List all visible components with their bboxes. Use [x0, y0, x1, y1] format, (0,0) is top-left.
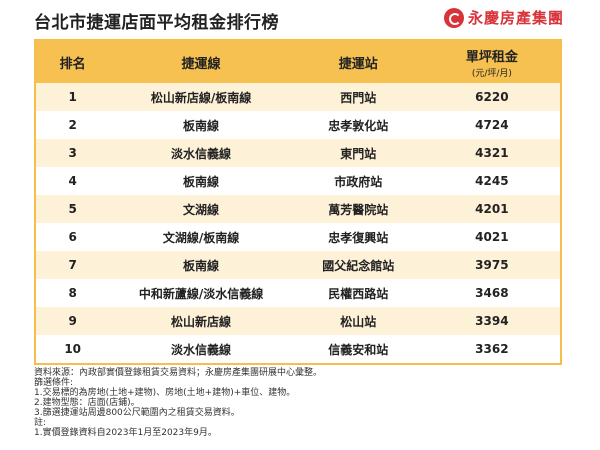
yungching-logo-icon: [443, 7, 464, 28]
table-row: 10 淡水信義線 信義安和站 3362: [36, 335, 560, 363]
rent-cell: 3975: [475, 258, 509, 272]
rent-cell: 3394: [475, 314, 509, 328]
header: 台北市捷運店面平均租金排行榜 永慶房產集團: [0, 0, 600, 36]
column-header-rent-unit: (元/坪/月): [471, 68, 512, 79]
table-row: 3 淡水信義線 東門站 4321: [36, 139, 560, 167]
rank-cell: 9: [68, 314, 77, 328]
table-row: 2 板南線 忠孝敦化站 4724: [36, 111, 560, 139]
line-cell: 文湖線/板南線: [162, 230, 240, 245]
footnote-line: 3.篩選捷運站周邊800公尺範圍內之租賃交易資料。: [34, 408, 240, 418]
rank-cell: 10: [64, 342, 82, 356]
rent-cell: 4201: [475, 202, 509, 216]
line-cell: 板南線: [183, 118, 220, 133]
rank-cell: 7: [68, 258, 77, 272]
line-cell: 松山新店線/板南線: [150, 90, 252, 105]
table-header-row: 排名 捷運線 捷運站 單坪租金 (元/坪/月): [36, 41, 560, 83]
table-row: 9 松山新店線 松山站 3394: [36, 307, 560, 335]
brand-name: 永慶房產集團: [467, 9, 564, 27]
column-header-line: 捷運線: [181, 56, 221, 72]
line-cell: 淡水信義線: [171, 342, 232, 357]
station-cell: 忠孝復興站: [328, 230, 389, 245]
footnote-line: 1.實價登錄資料自2023年1月至2023年9月。: [34, 428, 217, 438]
footnote-line: 註:: [34, 418, 47, 428]
table-row: 8 中和新蘆線/淡水信義線 民權西路站 3468: [36, 279, 560, 307]
table-row: 5 文湖線 萬芳醫院站 4201: [36, 195, 560, 223]
line-cell: 淡水信義線: [171, 146, 232, 161]
station-cell: 忠孝敦化站: [328, 118, 389, 133]
line-cell: 板南線: [183, 258, 220, 273]
table-row: 6 文湖線/板南線 忠孝復興站 4021: [36, 223, 560, 251]
footnote-line: 篩選條件:: [34, 378, 74, 388]
rent-cell: 3468: [475, 286, 509, 300]
line-cell: 文湖線: [183, 202, 220, 217]
rent-cell: 3362: [475, 342, 509, 356]
column-header-rank: 排名: [59, 56, 86, 72]
footnote-line: 1.交易標的為房地(土地+建物)、房地(土地+建物)+車位、建物。: [34, 388, 296, 398]
table-row: 4 板南線 市政府站 4245: [36, 167, 560, 195]
station-cell: 萬芳醫院站: [328, 202, 389, 217]
rank-cell: 5: [68, 202, 77, 216]
station-cell: 西門站: [340, 90, 377, 105]
rent-ranking-table: 排名 捷運線 捷運站 單坪租金 (元/坪/月) 1 松山新店線/板南線 西門站 622…: [34, 39, 562, 365]
line-cell: 板南線: [183, 174, 220, 189]
station-cell: 國父紀念館站: [322, 258, 395, 273]
rank-cell: 2: [68, 118, 77, 132]
rank-cell: 3: [68, 146, 77, 160]
footnote-line: 資料來源：內政部實價登錄租賃交易資料；永慶房產集團研展中心彙整。: [34, 368, 323, 378]
rent-cell: 4245: [475, 174, 509, 188]
rank-cell: 1: [68, 90, 77, 104]
footnotes: 資料來源：內政部實價登錄租賃交易資料；永慶房產集團研展中心彙整。 篩選條件: 1.交…: [34, 368, 574, 438]
rank-cell: 8: [68, 286, 77, 300]
line-cell: 中和新蘆線/淡水信義線: [138, 286, 264, 301]
brand: 永慶房產集團: [443, 7, 564, 28]
station-cell: 信義安和站: [328, 342, 389, 357]
table-row: 1 松山新店線/板南線 西門站 6220: [36, 83, 560, 111]
column-header-rent-label: 單坪租金: [465, 49, 518, 65]
rent-cell: 6220: [475, 90, 509, 104]
line-cell: 松山新店線: [171, 314, 232, 329]
column-header-station: 捷運站: [338, 56, 378, 72]
station-cell: 民權西路站: [328, 286, 389, 301]
rent-cell: 4724: [475, 118, 509, 132]
footnote-line: 2.建物型態：店面(店鋪)。: [34, 398, 140, 408]
station-cell: 松山站: [340, 314, 377, 329]
rent-cell: 4021: [475, 230, 509, 244]
table: 排名 捷運線 捷運站 單坪租金 (元/坪/月) 1 松山新店線/板南線 西門站 622…: [36, 41, 560, 363]
column-header-rent: 單坪租金 (元/坪/月): [424, 41, 560, 83]
table-row: 7 板南線 國父紀念館站 3975: [36, 251, 560, 279]
rank-cell: 4: [68, 174, 77, 188]
rent-cell: 4321: [475, 146, 509, 160]
table-body: 1 松山新店線/板南線 西門站 6220 2 板南線 忠孝敦化站 4724 3 淡水信義線 東門站 4…: [36, 83, 560, 363]
page-title: 台北市捷運店面平均租金排行榜: [34, 13, 279, 33]
rank-cell: 6: [68, 230, 77, 244]
station-cell: 市政府站: [334, 174, 383, 189]
station-cell: 東門站: [340, 146, 377, 161]
